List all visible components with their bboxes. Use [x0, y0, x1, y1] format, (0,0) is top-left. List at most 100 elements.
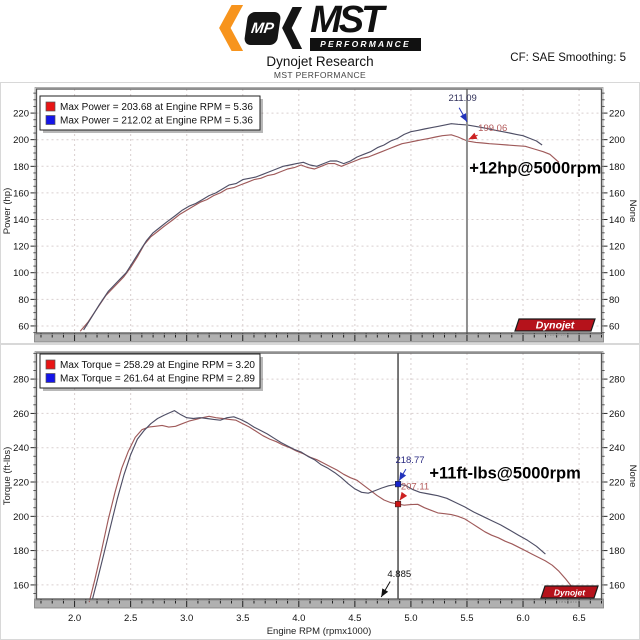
y-tick-label-right: 240	[609, 443, 625, 454]
annotation-arrowhead-icon	[399, 472, 407, 481]
series-baseline-power	[79, 134, 560, 332]
y-tick-label-right: 120	[609, 242, 625, 253]
annotation-arrowhead-icon	[399, 491, 408, 501]
x-tick-label: 3.0	[180, 613, 193, 624]
y-axis-title-left: Power (hp)	[2, 188, 13, 234]
power-chart-svg: 60 60 80 80 100 100 120 120 140 140 160 160 180 180 20…	[2, 87, 638, 343]
y-tick-label-left: 220	[13, 478, 29, 489]
dynojet-wordmark: Dynojet	[536, 320, 575, 332]
legend: Max Torque = 258.29 at Engine RPM = 3.20…	[39, 353, 263, 391]
y-tick-label-left: 60	[18, 321, 29, 332]
logo-wordmark: MST PERFORMANCE	[310, 0, 421, 51]
page-title: Dynojet Research	[266, 54, 374, 69]
y-axis-title-right: None	[627, 465, 638, 488]
y-tick-label-right: 220	[609, 478, 625, 489]
cursor-marker	[394, 501, 402, 508]
y-tick-labels: 60 60 80 80 100 100 120 120 140 140 160 160 180 180 20…	[13, 109, 625, 333]
x-tick-label: 3.5	[236, 613, 249, 624]
y-tick-labels: 160 160 180 180 200 200 220 220 240 240 260 260 280 2…	[13, 375, 625, 592]
cursor-marker	[394, 481, 402, 488]
page-subtitle: MST PERFORMANCE	[273, 70, 367, 80]
annotation-text: 207.11	[401, 482, 429, 493]
logo-mp-badge: MP	[243, 11, 282, 45]
series-mst-torque	[92, 410, 546, 599]
plot-outer-frame	[34, 351, 604, 601]
logo-chevron-orange-icon	[219, 5, 244, 51]
annotations: 218.77 207.11+11ft-lbs@5000rpm 4.885	[380, 455, 581, 598]
y-tick-label-right: 80	[609, 295, 620, 306]
mst-logo: MP MST PERFORMANCE	[0, 0, 640, 51]
dynojet-sub-text: r e s e a r c h	[559, 600, 580, 604]
x-axis-title: Engine RPM (rpmx1000)	[267, 626, 372, 637]
annotation-text: 199.06	[478, 123, 507, 134]
y-tick-label-left: 220	[13, 109, 29, 120]
y-tick-label-left: 160	[13, 580, 29, 591]
annotation-arrowhead-icon	[468, 132, 478, 140]
x-tick-label: 6.0	[516, 613, 529, 624]
x-tick-label: 2.5	[124, 613, 137, 624]
annotation-arrowhead-icon	[381, 588, 389, 597]
y-tick-label-left: 160	[13, 188, 29, 199]
y-tick-label-left: 240	[13, 443, 29, 454]
gridlines	[36, 353, 602, 599]
legend-label: Max Torque = 261.64 at Engine RPM = 2.89	[60, 374, 255, 385]
logo-chevron-black-icon	[282, 7, 303, 49]
legend-label: Max Power = 203.68 at Engine RPM = 5.36	[60, 102, 253, 113]
y-tick-label-left: 200	[13, 512, 29, 523]
legend-label: Max Power = 212.02 at Engine RPM = 5.36	[60, 116, 253, 127]
y-tick-label-left: 280	[13, 375, 29, 386]
y-tick-label-right: 180	[609, 162, 625, 173]
y-tick-label-left: 200	[13, 135, 29, 146]
power-chart: 60 60 80 80 100 100 120 120 140 140 160 160 180 180 20…	[0, 82, 640, 344]
annotation-text: 211.09	[448, 93, 476, 104]
report-header: MP MST PERFORMANCE Dynojet Research MST …	[0, 0, 640, 82]
legend-swatch	[45, 359, 56, 370]
plot-border	[35, 352, 603, 600]
y-tick-label-right: 160	[609, 188, 625, 199]
y-tick-label-left: 260	[13, 409, 29, 420]
plot-outer-frame	[34, 87, 604, 335]
y-tick-label-right: 200	[609, 512, 625, 523]
x-tick-label: 4.0	[292, 613, 305, 624]
x-tick-label: 4.5	[348, 613, 361, 624]
dynojet-logo: Dynojet r e s e a r c h	[540, 585, 599, 604]
legend-swatch	[45, 101, 56, 112]
y-tick-label-right: 200	[609, 135, 625, 146]
y-tick-label-right: 160	[609, 580, 625, 591]
logo-performance-text: PERFORMANCE	[310, 37, 421, 51]
y-tick-label-right: 100	[609, 268, 625, 279]
torque-chart-svg: 160 160 180 180 200 200 220 220 240 240 260 260 280 2…	[2, 351, 638, 637]
y-tick-label-left: 80	[18, 295, 29, 306]
y-tick-label-left: 120	[13, 242, 29, 253]
annotations: 211.09 199.06 +12hp@5000rpm	[448, 93, 601, 178]
y-axis-title-left: Torque (ft-lbs)	[2, 447, 13, 506]
annotation-text: +11ft-lbs@5000rpm	[429, 465, 580, 483]
legend: Max Power = 203.68 at Engine RPM = 5.36 M…	[39, 95, 263, 133]
x-tick-labels: 2.0 2.5 3.0 3.5 4.0 4.5 5.0 5.5 6.0 6.5	[68, 613, 586, 624]
x-tick-label: 6.5	[572, 613, 585, 624]
y-tick-label-right: 140	[609, 215, 625, 226]
x-tick-label: 5.0	[404, 613, 417, 624]
x-tick-label: 2.0	[68, 613, 81, 624]
y-tick-label-left: 140	[13, 215, 29, 226]
y-axis-title-right: None	[627, 200, 638, 223]
logo-mp-text: MP	[250, 19, 276, 37]
dynojet-wordmark: Dynojet	[554, 588, 586, 598]
smoothing-label: CF: SAE Smoothing: 5	[510, 52, 626, 64]
y-tick-label-right: 260	[609, 409, 625, 420]
plot-border	[35, 88, 603, 334]
y-tick-label-left: 180	[13, 162, 29, 173]
y-tick-label-left: 180	[13, 546, 29, 557]
y-tick-label-right: 60	[609, 321, 620, 332]
y-tick-label-right: 180	[609, 546, 625, 557]
y-tick-label-left: 100	[13, 268, 29, 279]
logo-mst-text: MST	[310, 0, 384, 42]
y-tick-label-right: 280	[609, 375, 625, 386]
legend-swatch	[45, 115, 56, 125]
series-baseline-torque	[88, 415, 578, 603]
x-tick-label: 5.5	[460, 613, 473, 624]
legend-swatch	[45, 373, 56, 383]
torque-chart: 160 160 180 180 200 200 220 220 240 240 260 260 280 2…	[0, 344, 640, 640]
